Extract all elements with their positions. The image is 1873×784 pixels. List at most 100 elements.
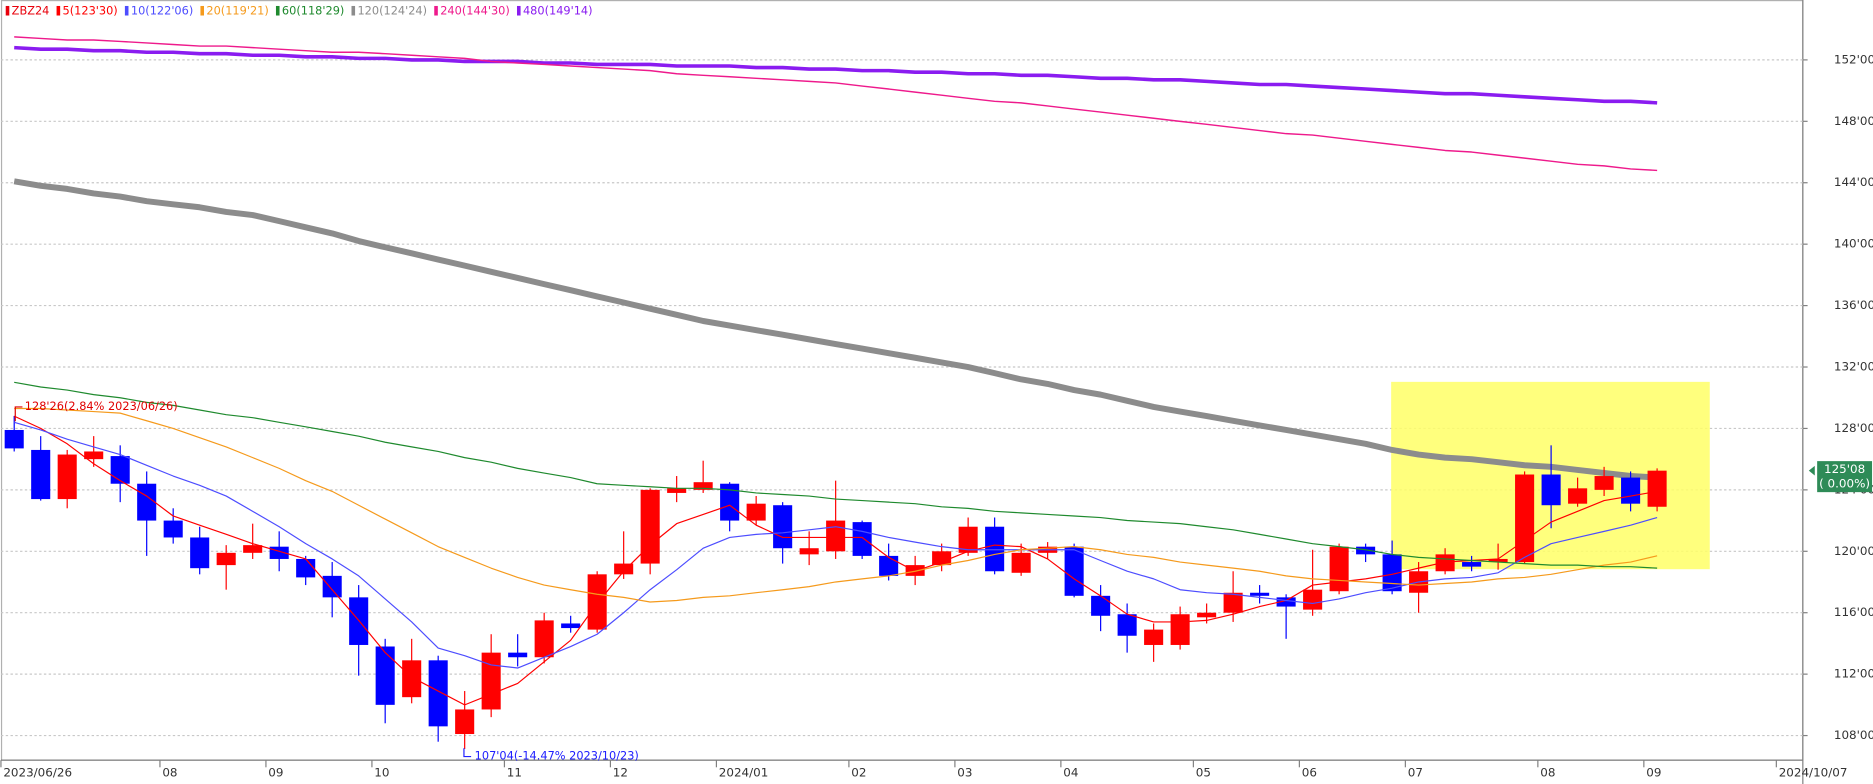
candle-body xyxy=(1647,470,1667,507)
ma-line xyxy=(14,45,1658,105)
y-tick-label: 112'00 xyxy=(1834,667,1873,681)
y-tick-label: 152'00 xyxy=(1834,52,1873,66)
candle-body xyxy=(31,449,51,500)
candle-body xyxy=(1435,554,1455,572)
y-tick-label: 132'00 xyxy=(1834,360,1873,374)
candle-body xyxy=(1276,597,1296,607)
candle-body xyxy=(746,503,766,521)
candle-body xyxy=(720,483,740,521)
candle-body xyxy=(163,520,183,538)
candle-body xyxy=(1117,614,1137,636)
candle-body xyxy=(1594,476,1614,490)
legend-label: 10(122'06) xyxy=(131,3,193,17)
legend-swatch xyxy=(351,5,356,16)
candle-body xyxy=(1541,474,1561,506)
candle-body xyxy=(561,623,581,629)
annotation-pointer xyxy=(14,406,23,422)
x-tick-label: 10 xyxy=(374,766,389,780)
candle-body xyxy=(110,456,130,484)
candle-body xyxy=(852,522,872,556)
candle-body xyxy=(905,565,925,576)
candle-body xyxy=(667,488,687,493)
candle-body xyxy=(243,545,263,553)
ma-line xyxy=(14,36,1658,172)
candle-body xyxy=(1356,546,1376,555)
candle-body xyxy=(1064,546,1084,596)
x-tick-label: 08 xyxy=(162,766,177,780)
price-box xyxy=(1817,461,1873,493)
candle-body xyxy=(587,574,607,630)
legend-label: 5(123'30) xyxy=(63,3,118,17)
x-tick-label: 2024/01 xyxy=(719,766,769,780)
x-tick-label: 09 xyxy=(1646,766,1661,780)
ma-line xyxy=(13,178,1658,481)
legend-swatch xyxy=(5,5,10,16)
candle-body xyxy=(1170,614,1190,645)
price-change: ( 0.00%) xyxy=(1819,476,1870,490)
x-tick-label: 07 xyxy=(1408,766,1423,780)
legend-label: 120(124'24) xyxy=(357,3,427,17)
ma-line xyxy=(14,407,1658,603)
x-tick-label: 08 xyxy=(1540,766,1555,780)
legend-label: 240(144'30) xyxy=(440,3,510,17)
annotation-pointer xyxy=(463,748,472,758)
legend-label: 480(149'14) xyxy=(523,3,593,17)
candle-body xyxy=(508,652,528,658)
ma-lines-back xyxy=(13,45,1658,481)
ma-line xyxy=(14,381,1658,569)
candle-body xyxy=(614,563,634,575)
candle-body xyxy=(1223,592,1243,613)
candle-body xyxy=(1329,546,1349,592)
candle-body xyxy=(826,520,846,552)
y-tick-label: 128'00 xyxy=(1834,421,1873,435)
y-tick-label: 148'00 xyxy=(1834,114,1873,128)
candle-body xyxy=(1197,612,1217,618)
candle-body xyxy=(57,454,77,500)
candle-body xyxy=(1382,554,1402,592)
candle-body xyxy=(932,551,952,566)
candle-body xyxy=(137,483,157,521)
x-tick-label: 12 xyxy=(613,766,628,780)
x-tick-label: 04 xyxy=(1063,766,1078,780)
y-tick-label: 108'00 xyxy=(1834,728,1873,742)
price-label: 125'08 xyxy=(1824,462,1865,476)
legend-swatch xyxy=(434,5,438,16)
x-tick-label: 11 xyxy=(507,766,522,780)
ma-lines-front xyxy=(13,36,1658,706)
y-tick-label: 136'00 xyxy=(1834,298,1873,312)
legend: ZBZ24 5(123'30) 10(122'06) 20(119'21) 60(118… xyxy=(5,3,593,17)
legend-label: 20(119'21) xyxy=(206,3,268,17)
candle-body xyxy=(1250,592,1270,596)
x-tick-label: 03 xyxy=(957,766,972,780)
candle-body xyxy=(455,709,475,735)
annotation: 107'04(-14.47% 2023/10/23) xyxy=(475,749,639,763)
candle-body xyxy=(84,451,104,460)
candle-body xyxy=(1011,552,1031,573)
candle-body xyxy=(534,620,554,658)
legend-swatch xyxy=(200,5,205,16)
candle-body xyxy=(322,575,342,598)
candle-body xyxy=(879,555,899,576)
legend-swatch xyxy=(516,5,521,16)
x-tick-label: 2023/06/26 xyxy=(3,766,72,780)
candle-body xyxy=(1488,558,1508,563)
candle-body xyxy=(773,505,793,549)
x-tick-label: 09 xyxy=(268,766,283,780)
x-tick-label: 02 xyxy=(851,766,866,780)
candle-body xyxy=(1515,474,1535,563)
candle-body xyxy=(216,552,236,566)
price-pointer xyxy=(1808,465,1815,476)
candle-body xyxy=(799,548,819,555)
legend-swatch xyxy=(275,5,280,16)
y-tick-label: 116'00 xyxy=(1834,605,1873,619)
x-tick-label: 06 xyxy=(1302,766,1317,780)
legend-label: ZBZ24 xyxy=(12,3,50,17)
candles xyxy=(4,415,1667,750)
candle-body xyxy=(640,489,660,564)
y-tick-label: 140'00 xyxy=(1834,237,1873,251)
price-tag: 125'08( 0.00%) xyxy=(1808,461,1873,493)
candle-body xyxy=(958,526,978,553)
candle-body xyxy=(1144,629,1164,645)
